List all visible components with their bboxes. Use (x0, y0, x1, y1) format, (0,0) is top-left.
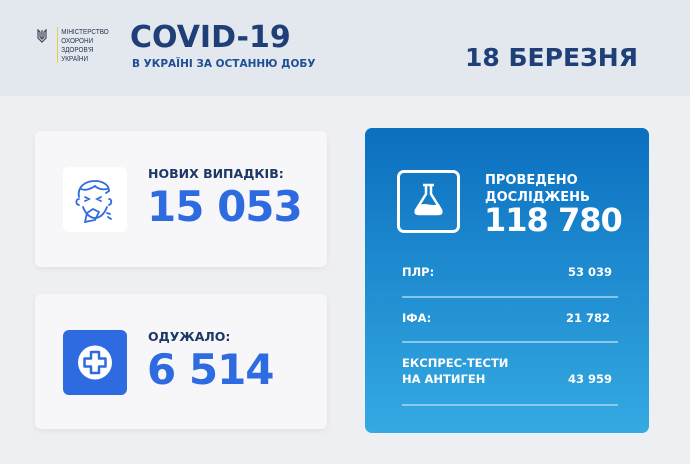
trident-emblem-icon (37, 29, 47, 43)
tests-label-line: ПРОВЕДЕНО (485, 173, 578, 188)
tests-label: ПРОВЕДЕНО ДОСЛІДЖЕНЬ (485, 172, 590, 206)
ministry-line: ОХОРОНИ (61, 36, 94, 45)
divider (402, 404, 618, 406)
antigen-label-line: НА АНТИГЕН (402, 372, 486, 386)
new-cases-label: НОВИХ ВИПАДКІВ: (148, 166, 284, 181)
divider (402, 341, 618, 343)
pcr-value: 53 039 (567, 265, 612, 279)
page-title: COVID-19 (130, 20, 291, 55)
new-cases-value: 15 053 (147, 182, 303, 231)
date-label: 18 БЕРЕЗНЯ (465, 43, 638, 72)
tests-card (365, 128, 649, 433)
ministry-line: МІНІСТЕРСТВО (61, 27, 109, 36)
sneezing-face-icon (63, 167, 127, 232)
page-subtitle: В УКРАЇНІ ЗА ОСТАННЮ ДОБУ (132, 58, 316, 70)
ministry-line: ЗДОРОВ'Я (61, 45, 94, 54)
recovered-label: ОДУЖАЛО: (148, 329, 231, 344)
header (0, 0, 690, 96)
ministry-logo-text: МІНІСТЕРСТВО ОХОРОНИ ЗДОРОВ'Я УКРАЇНИ (57, 27, 109, 63)
pcr-label: ПЛР: (402, 265, 435, 279)
elisa-value: 21 782 (565, 311, 610, 325)
antigen-label: ЕКСПРЕС-ТЕСТИ НА АНТИГЕН (402, 355, 508, 387)
tests-value: 118 780 (484, 201, 623, 239)
recovered-value: 6 514 (147, 345, 275, 394)
divider (402, 296, 618, 298)
tests-label-line: ДОСЛІДЖЕНЬ (485, 190, 590, 205)
ministry-line: УКРАЇНИ (61, 54, 89, 63)
medical-cross-icon (63, 330, 127, 395)
elisa-label: ІФА: (402, 311, 432, 325)
flask-icon (397, 170, 460, 233)
antigen-label-line: ЕКСПРЕС-ТЕСТИ (402, 356, 509, 370)
antigen-value: 43 959 (567, 372, 612, 386)
